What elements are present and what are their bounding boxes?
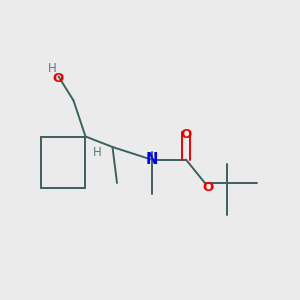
Text: H: H (93, 146, 102, 159)
Text: H: H (48, 62, 57, 76)
Text: O: O (203, 181, 214, 194)
Text: O: O (52, 72, 63, 86)
Text: O: O (180, 128, 192, 140)
Text: N: N (145, 152, 158, 167)
